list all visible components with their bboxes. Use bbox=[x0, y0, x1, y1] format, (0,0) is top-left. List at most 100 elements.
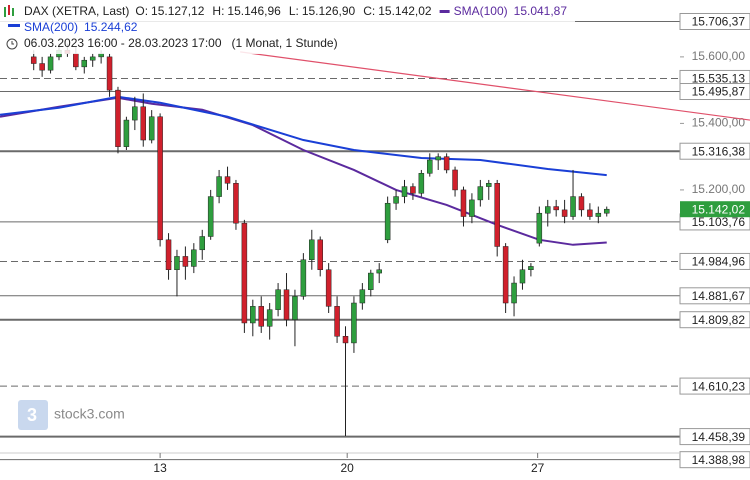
candle-body bbox=[207, 196, 214, 237]
level-label: 15.495,87 bbox=[692, 85, 746, 99]
candle-body bbox=[275, 289, 281, 310]
level-box bbox=[679, 142, 750, 160]
candle-body bbox=[443, 156, 450, 171]
y-tick-label: 15.400,00 bbox=[692, 116, 746, 130]
candle-body bbox=[199, 236, 205, 251]
candle-body bbox=[241, 222, 248, 324]
candle-body bbox=[106, 56, 113, 91]
candle-body bbox=[39, 63, 45, 71]
legend-text: SMA(100) bbox=[454, 4, 508, 18]
legend-text: 06.03.2023 16:00 - 28.03.2023 17:00 bbox=[24, 36, 222, 50]
current-price-box bbox=[680, 201, 750, 218]
level-label: 15.706,37 bbox=[692, 15, 746, 29]
candle-body bbox=[452, 169, 458, 191]
sma-line bbox=[0, 95, 607, 177]
level-box bbox=[679, 428, 750, 446]
icon bbox=[8, 24, 20, 27]
candle-body bbox=[115, 89, 121, 147]
level-label: 15.103,76 bbox=[692, 215, 746, 229]
candle-body bbox=[469, 199, 475, 217]
x-tick-label: 27 bbox=[531, 461, 545, 475]
level-label: 14.984,96 bbox=[692, 255, 746, 269]
candle-body bbox=[570, 196, 576, 217]
level-label: 14.388,98 bbox=[692, 453, 746, 467]
candle-body bbox=[401, 186, 408, 197]
icon bbox=[12, 8, 14, 16]
candle-body bbox=[334, 306, 340, 337]
legend-text: (1 Monat, 1 Stunde) bbox=[232, 36, 338, 50]
legend-swatch bbox=[439, 10, 450, 13]
candle-body bbox=[174, 256, 180, 270]
legend-text: L: bbox=[289, 4, 299, 18]
x-tick-label: 13 bbox=[153, 461, 167, 475]
legend: DAX (XETRA, Last) O: 15.127,12 H: 15.146,96 L… bbox=[0, 2, 575, 54]
candle-body bbox=[393, 196, 399, 204]
level-label: 14.458,39 bbox=[692, 430, 746, 444]
level-box bbox=[679, 12, 750, 30]
candle-body bbox=[603, 208, 610, 214]
icon bbox=[4, 7, 6, 17]
candle-body bbox=[587, 209, 593, 217]
candle-body bbox=[89, 56, 96, 61]
level-box bbox=[679, 377, 750, 395]
candle-body bbox=[384, 202, 391, 241]
candle-body bbox=[486, 183, 492, 187]
candle-body bbox=[427, 159, 433, 174]
candle-body bbox=[376, 269, 382, 274]
candle-body bbox=[317, 239, 323, 270]
candle-body bbox=[359, 289, 366, 304]
level-box bbox=[679, 451, 750, 469]
candle-body bbox=[561, 209, 568, 217]
legend-text: DAX (XETRA, Last) bbox=[24, 4, 129, 18]
candle-body bbox=[140, 106, 147, 141]
icon bbox=[6, 38, 18, 50]
level-box bbox=[679, 252, 750, 270]
level-label: 15.535,13 bbox=[692, 72, 746, 86]
legend-text: 15.142,02 bbox=[378, 4, 432, 18]
candle-body bbox=[528, 266, 534, 270]
legend-text: 15.041,87 bbox=[514, 4, 568, 18]
candle-body bbox=[545, 206, 551, 214]
candle-body bbox=[73, 53, 79, 68]
sma-line bbox=[0, 96, 607, 246]
legend-text: H: bbox=[212, 4, 224, 18]
candle-body bbox=[258, 306, 264, 327]
candle-body bbox=[595, 212, 602, 217]
candle-body bbox=[216, 176, 222, 197]
x-tick-label: 20 bbox=[341, 461, 355, 475]
candle-body bbox=[502, 246, 509, 304]
legend-text: C: bbox=[363, 4, 375, 18]
logo-mark: 3 bbox=[27, 405, 37, 425]
candle-body bbox=[165, 239, 172, 270]
candle-body bbox=[325, 269, 332, 307]
candle-body bbox=[30, 56, 37, 64]
candle-body bbox=[81, 59, 88, 68]
candle-body bbox=[578, 196, 585, 211]
candle-body bbox=[351, 302, 357, 344]
candle-body bbox=[47, 56, 54, 71]
level-label: 14.610,23 bbox=[692, 379, 746, 393]
candle-body bbox=[98, 53, 104, 58]
candle-body bbox=[309, 239, 315, 261]
plot: 15.600,00 15.400,00 15.200,00 15.706,37 15.5… bbox=[0, 12, 750, 475]
legend-text: 15.146,96 bbox=[227, 4, 281, 18]
legend-text: 15.127,12 bbox=[151, 4, 205, 18]
candle-body bbox=[224, 176, 231, 184]
watermark: stock3.com bbox=[54, 406, 125, 422]
candle-body bbox=[233, 183, 239, 224]
candle-body bbox=[283, 289, 290, 320]
candle-body bbox=[182, 256, 189, 267]
candle-body bbox=[191, 249, 197, 267]
candle-body bbox=[157, 116, 163, 241]
trendline bbox=[240, 51, 750, 121]
level-box bbox=[679, 83, 750, 101]
icon bbox=[8, 5, 10, 15]
candle-body bbox=[342, 336, 349, 344]
legend-text: SMA(200) bbox=[24, 20, 78, 34]
candle-body bbox=[536, 212, 543, 244]
candle-body bbox=[410, 186, 416, 194]
candle-body bbox=[368, 272, 374, 290]
candle-body bbox=[266, 309, 273, 327]
